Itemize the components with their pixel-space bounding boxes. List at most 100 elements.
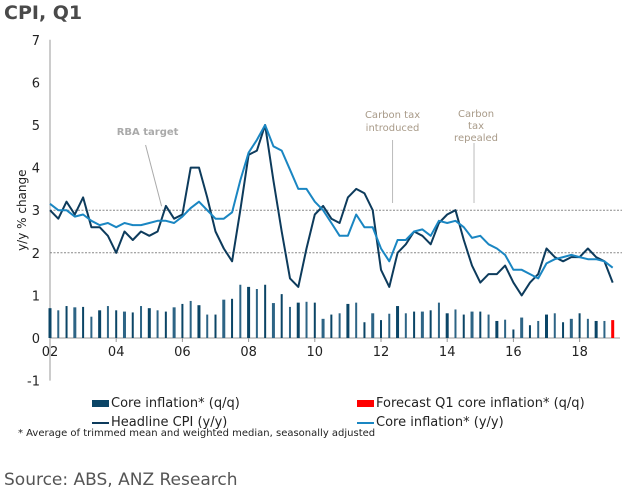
x-tick-label: 14 [439, 345, 456, 360]
y-tick-label: 1 [32, 289, 40, 304]
x-tick-label: 10 [307, 345, 324, 360]
bar-core-qq [280, 294, 283, 338]
annotation-carbon-tax-repealed: tax [468, 121, 484, 132]
bar-core-qq [197, 305, 201, 338]
bar-core-qq [462, 314, 465, 338]
bar-core-qq [147, 308, 151, 338]
bar-core-qq [346, 303, 350, 338]
bar-core-qq [181, 303, 184, 338]
bar-core-qq [231, 298, 234, 338]
y-tick-label: 3 [32, 204, 40, 219]
legend-item-forecast: Forecast Q1 core inflation* (q/q) [357, 396, 585, 411]
bar-core-qq [164, 311, 167, 338]
bar-core-qq [487, 314, 490, 338]
bar-core-qq [371, 313, 375, 338]
legend-swatch [357, 400, 374, 407]
y-tick-label: -1 [27, 375, 40, 390]
bar-core-qq [586, 318, 589, 338]
annotation-carbon-tax-introduced: Carbon tax [365, 110, 420, 121]
bar-core-qq [528, 325, 531, 338]
chart-title: CPI, Q1 [4, 2, 83, 24]
bar-core-qq [296, 302, 300, 338]
bar-core-qq [512, 329, 515, 338]
bar-core-qq [470, 311, 474, 338]
x-tick-label: 12 [373, 345, 390, 360]
bar-core-qq [122, 311, 126, 338]
x-tick-label: 06 [174, 345, 191, 360]
bar-core-qq [363, 322, 366, 338]
bar-core-qq [247, 286, 251, 338]
bar-core-qq [569, 318, 573, 338]
bar-core-qq [48, 308, 52, 338]
bar-core-qq [545, 314, 548, 338]
bar-core-qq [553, 313, 556, 338]
bar-core-qq [380, 320, 382, 338]
bar-core-qq [520, 317, 524, 338]
bar-core-qq [495, 320, 499, 338]
y-axis-label: y/y % change [15, 169, 29, 250]
bar-core-qq [222, 299, 226, 338]
bar-core-qq [65, 306, 68, 338]
bar-core-qq [255, 289, 258, 338]
bar-core-qq [271, 303, 275, 338]
y-tick-label: 5 [32, 119, 40, 134]
y-tick-label: 0 [32, 332, 40, 347]
legend-swatch [92, 400, 109, 407]
bar-core-qq [73, 307, 77, 338]
x-tick-label: 18 [571, 345, 588, 360]
bar-core-qq [578, 313, 581, 338]
y-tick-label: 2 [32, 247, 40, 262]
bar-core-qq [562, 322, 565, 338]
bar-core-qq [454, 309, 457, 338]
bar-core-qq [90, 316, 93, 338]
bar-core-qq [603, 320, 606, 338]
bar-core-qq [437, 302, 440, 338]
bar-core-qq [594, 320, 598, 338]
legend-label: Forecast Q1 core inflation* (q/q) [376, 396, 585, 411]
bar-core-qq [313, 302, 316, 338]
bar-core-qq [338, 313, 341, 338]
line-headline-cpi [49, 124, 614, 297]
annotation-carbon-tax-introduced: introduced [366, 123, 420, 134]
bar-core-qq [479, 311, 482, 338]
bar-core-qq [239, 284, 242, 338]
source-note: Source: ABS, ANZ Research [4, 470, 238, 490]
bar-core-qq [305, 301, 308, 338]
y-tick-label: 7 [32, 34, 40, 49]
bar-core-qq [388, 313, 391, 338]
bar-core-qq [106, 306, 109, 338]
x-tick-label: 16 [505, 345, 522, 360]
bar-core-qq [445, 313, 449, 338]
bar-core-qq [57, 310, 60, 338]
bar-core-qq [131, 312, 134, 338]
y-tick-label: 6 [32, 76, 40, 91]
x-tick-label: 02 [42, 345, 59, 360]
bar-core-qq [115, 310, 118, 338]
bar-core-qq [413, 311, 416, 338]
annotation-arrow [145, 144, 163, 207]
bar-core-qq [214, 314, 217, 338]
bar-forecast [611, 320, 615, 338]
legend-item-core-qq: Core inflation* (q/q) [92, 396, 240, 411]
bar-core-qq [321, 318, 325, 338]
bar-core-qq [156, 310, 159, 338]
y-tick-label: 4 [32, 162, 40, 177]
footnote: * Average of trimmed mean and weighted m… [18, 428, 376, 439]
bar-core-qq [264, 284, 267, 338]
legend-label: Core inflation* (q/q) [111, 396, 240, 411]
x-tick-label: 04 [108, 345, 125, 360]
bar-core-qq [330, 314, 333, 338]
bar-core-qq [206, 314, 209, 338]
bar-core-qq [98, 310, 102, 338]
bar-core-qq [429, 310, 432, 338]
legend-item-headline: Headline CPI (y/y) [92, 415, 227, 430]
bar-core-qq [404, 313, 407, 338]
bar-core-qq [172, 307, 176, 338]
annotation-carbon-tax-repealed: repealed [454, 133, 498, 144]
bar-core-qq [504, 319, 507, 338]
line-core-yy [49, 124, 614, 280]
annotation-rba-target: RBA target [117, 127, 179, 138]
bar-core-qq [140, 306, 143, 338]
bar-core-qq [82, 306, 85, 338]
